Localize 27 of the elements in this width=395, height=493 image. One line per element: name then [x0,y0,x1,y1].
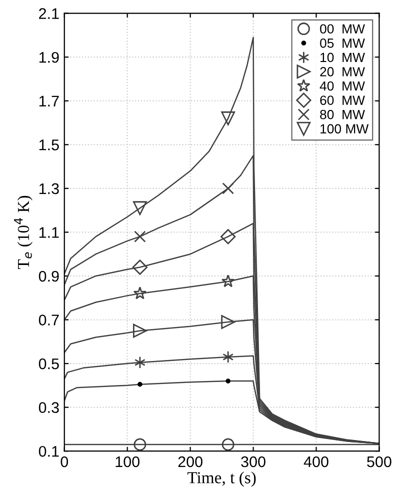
x-tick-label: 100 [116,456,140,468]
y-tick-label: 0.9 [38,270,59,282]
y-tick-label: 2.1 [39,8,59,19]
legend-label: 05 MW [320,38,365,48]
x-tick-label: 200 [178,456,202,468]
legend-label: 80 MW [320,110,365,120]
legend-label: 10 MW [320,52,365,62]
y-tick-label: 1.5 [39,140,59,150]
y-tick-label: 0.7 [38,314,59,326]
y-tick-label: 1.9 [39,52,59,63]
x-tick-label: 0 [60,456,68,468]
y-tick-label: 0.3 [38,402,59,414]
x-tick-label: 500 [367,456,392,468]
x-axis-title: Time, t (s) [187,472,256,487]
legend-label: 100 MW [320,124,369,134]
legend-label: 00 MW [320,24,365,34]
y-tick-label: 1.3 [39,183,59,194]
legend-label: 40 MW [320,81,365,91]
x-tick-label: 400 [304,456,328,468]
legend-label: 60 MW [320,96,365,105]
legend-label: 20 MW [320,67,365,76]
y-tick-label: 1.1 [39,227,59,238]
y-axis-title: T$_{e}$ (10$^{4}$ K) [14,196,32,269]
x-tick-label: 300 [241,456,266,468]
y-tick-label: 0.1 [38,446,59,457]
y-tick-label: 1.7 [39,96,59,106]
y-tick-label: 0.5 [38,358,59,370]
